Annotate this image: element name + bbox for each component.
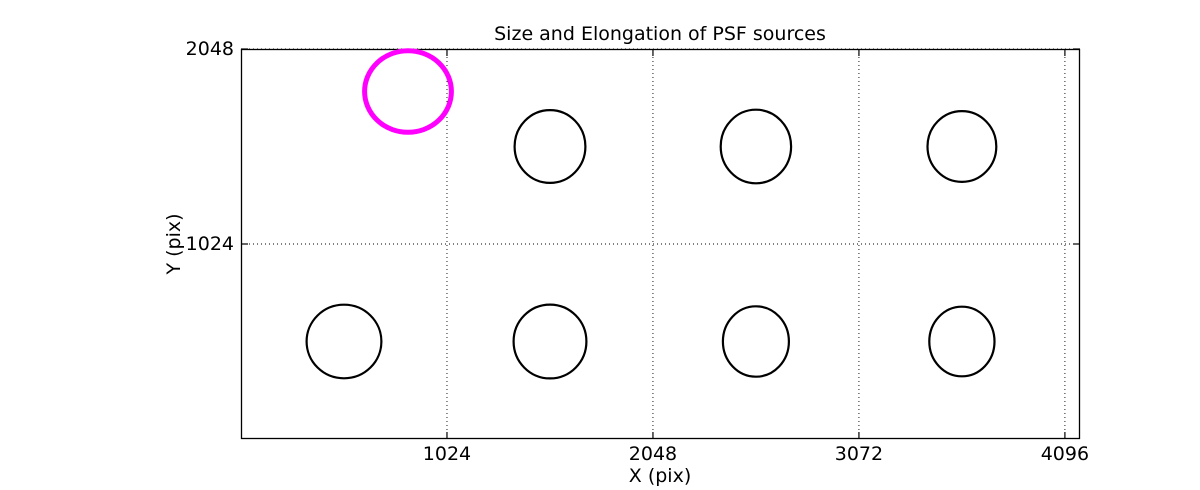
- psf-source-ellipse: [926, 109, 998, 184]
- x-tick-label: 1024: [422, 443, 472, 465]
- psf-source-ellipse: [721, 305, 791, 378]
- y-tick-label: 1024: [185, 233, 234, 255]
- psf-source-ellipse: [305, 303, 383, 380]
- x-tick-label: 4096: [1040, 443, 1090, 465]
- psf-source-ellipse: [513, 108, 587, 185]
- x-tick-label: 2048: [628, 443, 678, 465]
- psf-source-ellipse: [512, 303, 588, 380]
- psf-source-ellipse: [928, 305, 996, 378]
- plot-area: [240, 48, 1081, 440]
- axes-frame: [240, 48, 1081, 440]
- plot-canvas: [240, 48, 1081, 440]
- y-tick-label: 2048: [185, 38, 234, 60]
- psf-source-ellipse: [719, 108, 793, 185]
- plot-title: Size and Elongation of PSF sources: [494, 23, 826, 45]
- psf-source-ellipse-flagged: [362, 48, 454, 135]
- x-tick-label: 3072: [834, 443, 884, 465]
- x-axis-label: X (pix): [628, 465, 692, 487]
